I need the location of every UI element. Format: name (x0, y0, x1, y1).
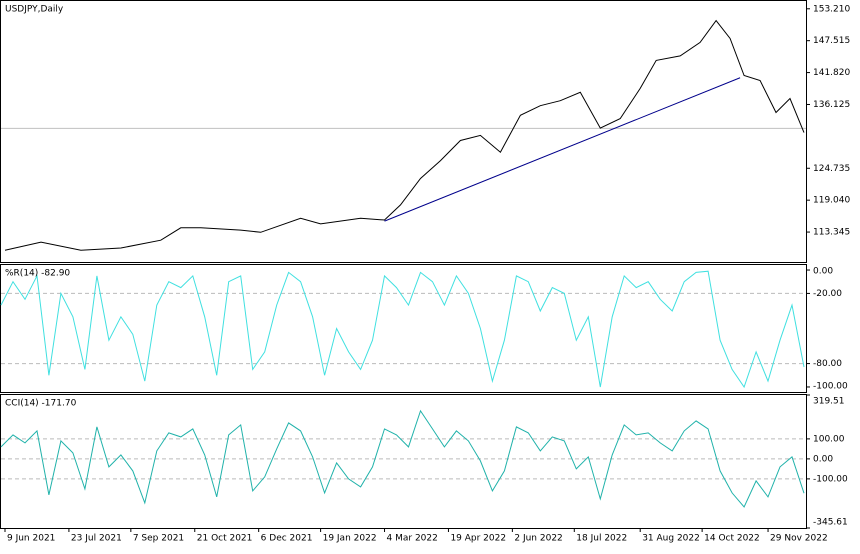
y-tick-label: 0.00 (813, 267, 833, 277)
y-tick-label: 319.51 (813, 397, 845, 407)
y-tick-label: 124.735 (813, 164, 850, 174)
y-tick-label: 147.515 (813, 36, 850, 46)
x-tick-label: 9 Jun 2021 (7, 534, 55, 544)
series-line (0, 409, 805, 508)
x-tick-label: 29 Nov 2022 (770, 534, 828, 544)
panel-frame (0, 394, 807, 529)
x-tick-label: 4 Mar 2022 (387, 534, 438, 544)
x-tick-label: 19 Jan 2022 (323, 534, 377, 544)
y-tick-label: 119.040 (813, 196, 850, 206)
y-tick-label: -80.00 (813, 359, 842, 369)
x-tick-label: 31 Aug 2022 (642, 534, 700, 544)
y-tick-label: 113.345 (813, 228, 850, 238)
y-tick-label: -20.00 (813, 289, 842, 299)
series-line (4, 19, 805, 251)
y-tick-label: 100.00 (813, 434, 845, 444)
x-tick-label: 7 Sep 2021 (133, 534, 184, 544)
trendline (384, 77, 741, 222)
panel-title: CCI(14) -171.70 (5, 399, 77, 409)
y-tick-label: -345.61 (813, 518, 848, 528)
x-tick-label: 14 Oct 2022 (704, 534, 760, 544)
x-tick-label: 2 Jun 2022 (514, 534, 562, 544)
panel-frame (0, 264, 807, 393)
x-tick-label: 19 Apr 2022 (450, 534, 506, 544)
y-tick-label: -100.00 (813, 382, 848, 392)
x-tick-label: 6 Dec 2021 (261, 534, 313, 544)
y-tick-label: -100.00 (813, 474, 848, 484)
panel-frame (0, 0, 807, 263)
y-tick-label: 0.00 (813, 454, 833, 464)
panel-title: %R(14) -82.90 (5, 269, 70, 279)
x-tick-label: 21 Oct 2021 (197, 534, 253, 544)
series-line (0, 270, 805, 389)
y-tick-label: 141.820 (813, 68, 850, 78)
y-tick-label: 136.125 (813, 100, 850, 110)
y-tick-label: 153.210 (813, 4, 850, 14)
x-tick-label: 18 Jul 2022 (576, 534, 627, 544)
x-tick-label: 23 Jul 2021 (71, 534, 122, 544)
panel-title: USDJPY,Daily (5, 5, 64, 15)
